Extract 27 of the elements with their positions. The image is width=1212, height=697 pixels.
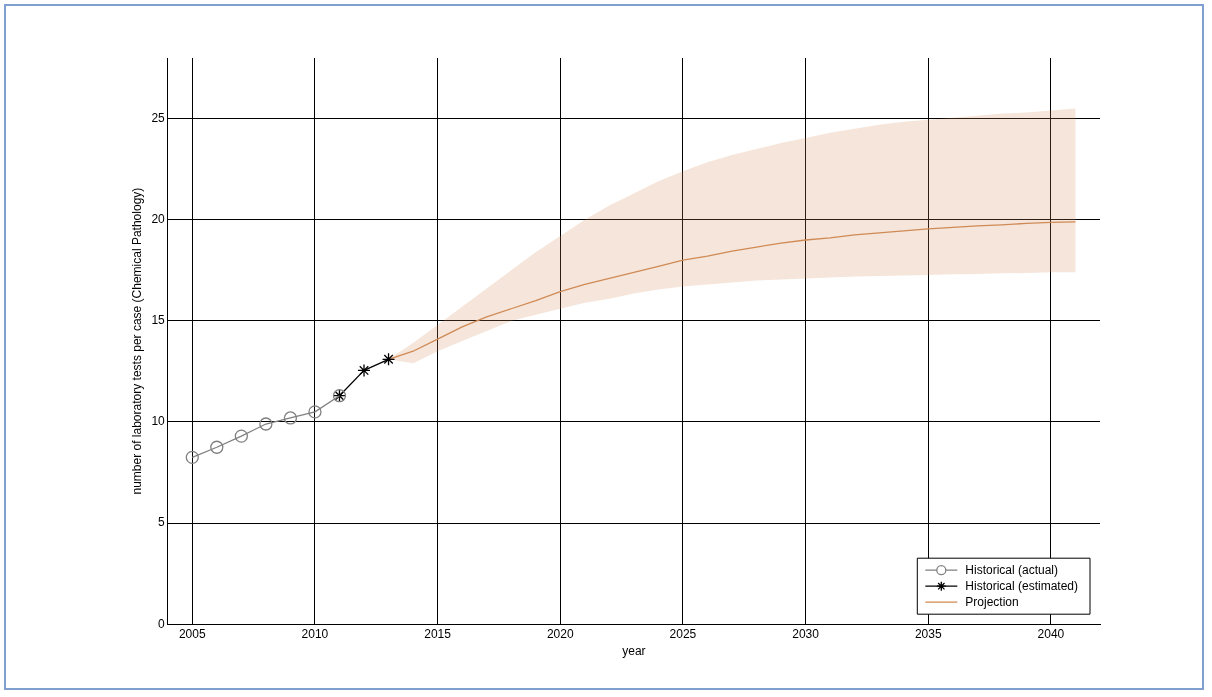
x-tick-label: 2035 xyxy=(914,626,942,641)
point xyxy=(381,352,396,366)
x-tick-label: 2005 xyxy=(178,626,206,641)
point xyxy=(210,440,224,454)
x-tick-label: 2015 xyxy=(424,626,452,641)
y-axis-title: number of laboratory tests per case (Chemical Pathology) xyxy=(129,187,144,495)
y-tick-label: 20 xyxy=(151,212,166,227)
y-tick-label: 15 xyxy=(151,313,166,328)
legend-label: Historical (actual) xyxy=(965,562,1059,577)
x-tick-label: 2040 xyxy=(1037,626,1065,641)
x-axis-title: year xyxy=(622,644,646,659)
point xyxy=(185,450,199,465)
point xyxy=(308,405,322,419)
y-tick-label: 0 xyxy=(158,616,166,631)
x-tick-label: 2020 xyxy=(546,626,574,641)
x-tick-label: 2010 xyxy=(301,626,329,641)
y-tick-label: 10 xyxy=(151,414,166,429)
x-tick-label: 2025 xyxy=(669,626,697,641)
y-tick-label: 25 xyxy=(151,110,166,125)
point xyxy=(234,429,248,443)
legend-label: Historical (estimated) xyxy=(965,578,1079,593)
legend-label: Projection xyxy=(965,594,1019,609)
point xyxy=(283,411,298,425)
y-tick-label: 5 xyxy=(158,515,166,530)
point xyxy=(357,363,371,378)
x-tick-label: 2030 xyxy=(792,626,820,641)
point xyxy=(259,417,273,431)
